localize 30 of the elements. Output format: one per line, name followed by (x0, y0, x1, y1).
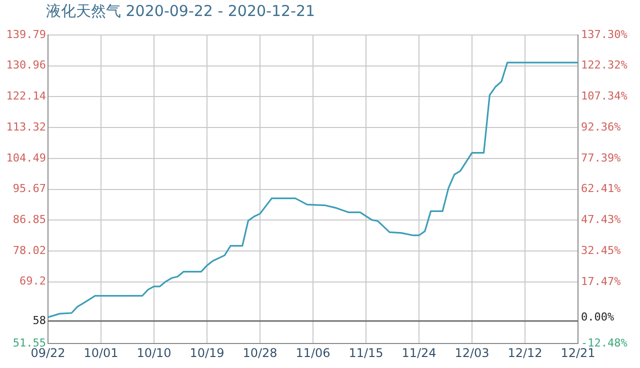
x-tick-label: 11/06 (296, 346, 330, 360)
x-tick-label: 11/15 (348, 346, 384, 360)
y-tick-label: 139.79 (6, 28, 46, 41)
y2-tick-label: 17.47% (581, 274, 622, 288)
y2-tick-label: 137.30% (581, 28, 628, 41)
y-tick-label: 113.32 (6, 120, 46, 134)
y2-tick-label: 77.39% (581, 151, 622, 164)
x-tick-label: 12/03 (454, 346, 490, 360)
x-tick-label: 10/28 (242, 346, 278, 360)
y-tick-label: 58 (32, 314, 46, 327)
x-tick-label: 10/19 (190, 346, 224, 360)
y-tick-label: 104.49 (6, 151, 46, 164)
y2-tick-label: 32.45% (581, 244, 622, 257)
y2-tick-label: 107.34% (581, 90, 628, 103)
y2-tick-label: 92.36% (581, 120, 622, 134)
y-tick-label: 122.14 (6, 90, 46, 103)
y-tick-label: 130.96 (6, 58, 46, 72)
x-tick-label: 11/24 (402, 346, 436, 360)
y-tick-label: 95.67 (12, 182, 46, 196)
y2-tick-label: 62.41% (581, 182, 622, 196)
x-tick-label: 12/12 (508, 346, 542, 360)
y-tick-label: 86.85 (12, 213, 46, 226)
y2-tick-label: 122.32% (581, 58, 628, 72)
y-tick-label: 69.2 (20, 274, 46, 288)
x-tick-label: 10/10 (136, 346, 172, 360)
y-tick-label: 78.02 (12, 244, 46, 257)
chart-title: 液化天然气 2020-09-22 - 2020-12-21 (46, 2, 316, 21)
y2-tick-label: 47.43% (581, 213, 622, 226)
x-tick-label: 10/01 (84, 346, 118, 360)
y2-tick-label: 0.00% (581, 310, 614, 324)
